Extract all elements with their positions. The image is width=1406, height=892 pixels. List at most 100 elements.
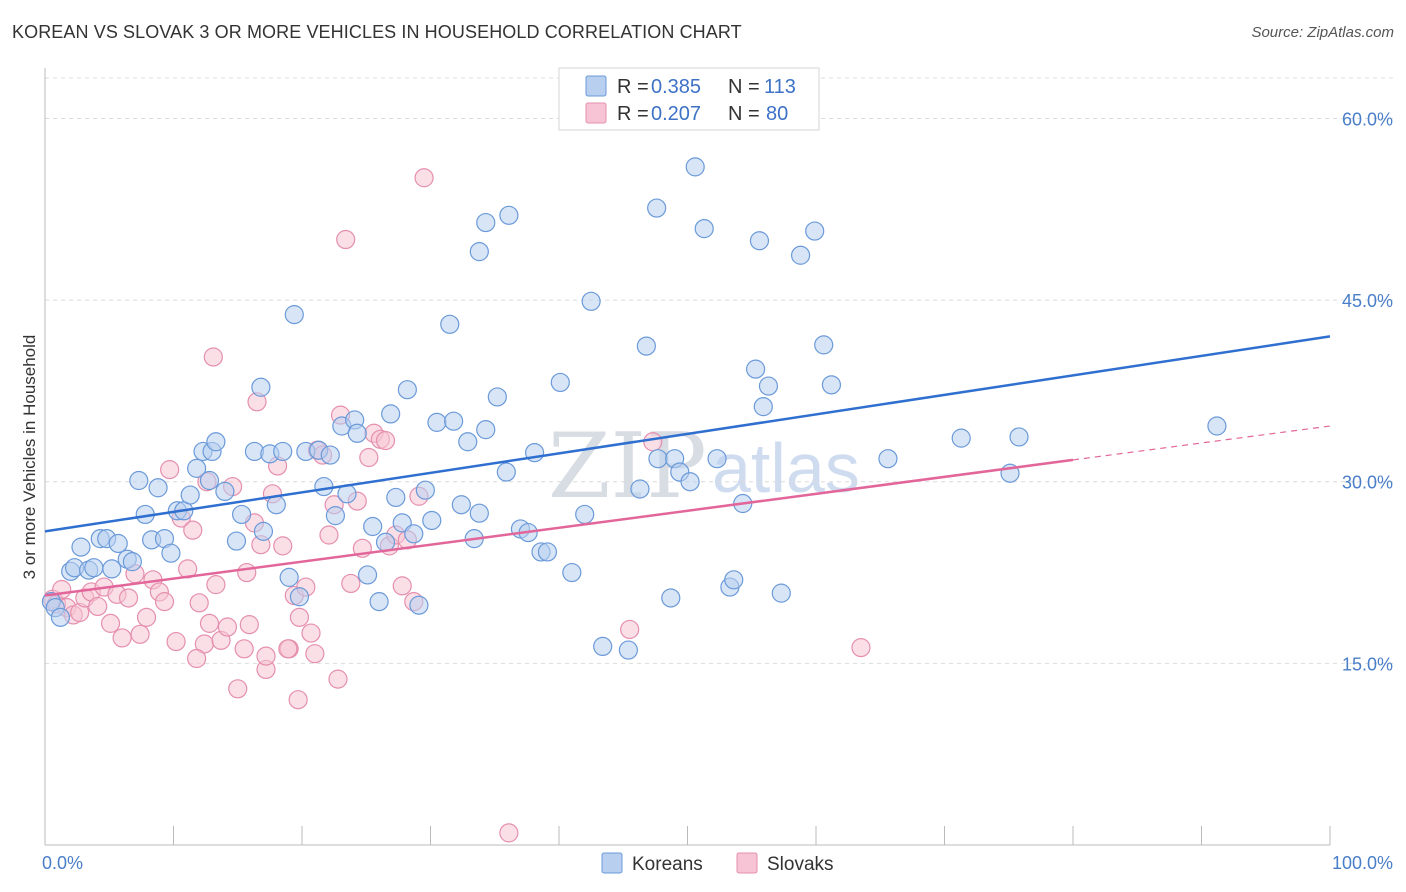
korean-point [550,372,570,393]
slovak-point [234,639,254,659]
slovak-point [851,638,871,658]
slovak-point [336,229,356,250]
legend-n-value-koreans: 113 [764,76,796,98]
korean-point [758,376,779,396]
y-axis-title: 3 or more Vehicles in Household [20,335,39,580]
koreans-legend-swatch [585,75,607,97]
korean-point [71,537,91,557]
slovak-point [328,669,348,689]
korean-point [108,533,128,554]
korean-point [661,588,681,608]
korean-point [951,428,971,448]
korean-point [476,212,496,233]
koreans-points [41,157,1227,660]
korean-point [187,458,207,478]
korean-point [581,291,601,311]
slovaks-bottom-swatch [736,852,758,874]
slovak-point [392,576,412,596]
korean-point [206,432,226,452]
korean-point [821,375,842,395]
korean-point [386,487,406,508]
slovaks-legend-swatch [585,102,607,124]
korean-point [369,592,389,612]
korean-point [499,205,519,225]
korean-point [444,411,464,431]
korean-point [680,472,700,492]
korean-point [476,420,496,440]
korean-point [805,221,825,241]
slovak-point [301,623,321,643]
slovak-point [187,648,207,669]
korean-point [314,476,334,497]
korean-point [537,542,558,562]
slovak-trend-extension [1072,425,1331,461]
korean-point [284,305,304,325]
slovak-point [237,562,257,583]
korean-point [381,404,401,424]
slovak-point [206,575,226,595]
slovak-point [499,823,519,843]
korean-point [404,524,424,544]
korean-point [685,157,705,177]
slovak-point [620,619,640,640]
slovak-point [189,593,209,613]
korean-point [122,552,142,572]
slovaks-points [43,168,871,843]
korean-point [427,412,447,432]
slovak-trend-line [44,458,1074,597]
korean-point [253,521,274,541]
korean-point [562,562,582,583]
korean-point [469,503,489,523]
korean-point [878,449,898,469]
watermark-atlas: atlas [712,429,860,507]
slovak-point [166,631,186,652]
y-tick-label: 15.0% [1342,654,1393,674]
slovak-point [414,168,434,188]
korean-point [1207,416,1227,436]
korean-point [749,231,770,251]
korean-point [273,441,293,462]
slovak-point [273,536,293,556]
korean-point [707,449,727,469]
slovak-point [130,624,150,644]
slovak-point [375,430,396,451]
korean-point [357,565,378,585]
korean-point [215,481,235,502]
korean-point [694,219,714,239]
slovak-point [100,613,121,633]
slovak-point [217,617,238,637]
slovak-point [203,347,223,367]
korean-point [50,607,71,627]
legend-n-value-slovaks: 80 [766,103,788,125]
korean-point [161,543,181,563]
korean-point [487,387,507,407]
korean-point [496,462,516,482]
slovak-point [305,644,325,664]
koreans-bottom-swatch [601,852,623,874]
chart-source: Source: ZipAtlas.com [1251,24,1394,41]
x-tick-label-left: 0.0% [42,853,83,873]
korean-point [129,470,149,491]
x-tick-label-right: 100.0% [1332,853,1393,873]
korean-point [593,636,613,657]
korean-point [636,336,656,356]
korean-point [320,445,340,465]
slovak-point [183,520,203,540]
slovak-point [359,447,379,468]
korean-point [199,470,220,491]
slovak-point [136,607,157,627]
korean-point [347,423,367,443]
koreans-legend-label: Koreans [632,854,703,875]
korean-point [647,198,667,218]
korean-point [289,587,310,607]
korean-point [724,570,744,590]
axes [44,68,1331,846]
slovak-point [118,588,139,608]
slovak-point [88,596,108,617]
legend-r-label-slovaks: R = [617,103,649,125]
slovak-point [199,613,220,633]
korean-point [630,479,650,499]
korean-point [753,397,773,417]
korean-point [648,449,668,469]
